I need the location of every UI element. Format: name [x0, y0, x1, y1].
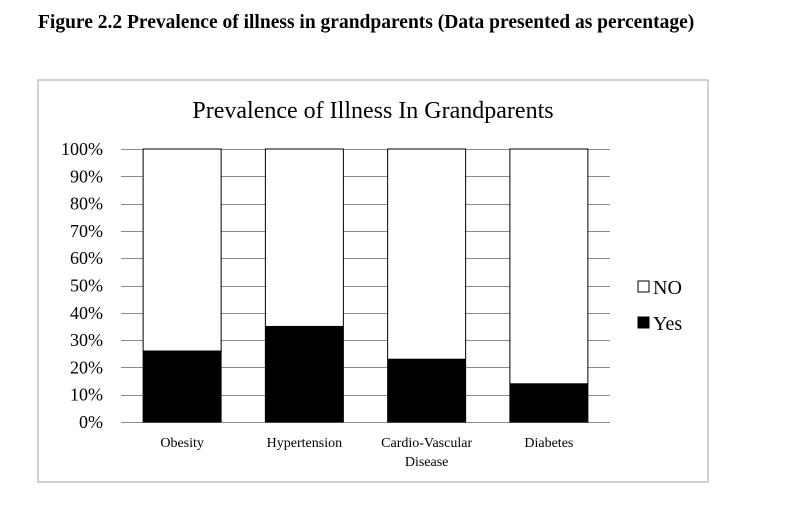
x-category-label: Obesity: [160, 436, 204, 451]
bar-group: [142, 148, 589, 423]
legend-swatch-no: [637, 280, 650, 293]
x-axis-category-labels: Obesity Hypertension Cardio-Vascular Diseas…: [160, 436, 573, 470]
legend-label-no: NO: [653, 277, 682, 299]
y-axis-tick-labels: 0% 10% 20% 30% 40% 50% 60% 70% 80% 90% 100%: [61, 139, 103, 432]
y-tick-label: 20%: [70, 357, 103, 377]
bar-segment-no: [509, 148, 589, 385]
bar-segment-no: [142, 148, 222, 352]
y-tick-label: 40%: [70, 303, 103, 323]
bar-segment-yes: [142, 350, 222, 423]
bar-segment-no: [264, 148, 344, 327]
x-category-label: Cardio-Vascular: [381, 436, 472, 451]
chart-title: Prevalence of Illness In Grandparents: [192, 98, 553, 124]
y-tick-label: 100%: [61, 139, 103, 159]
legend: NO Yes: [637, 277, 682, 335]
y-tick-label: 90%: [70, 166, 103, 186]
y-tick-label: 80%: [70, 194, 103, 214]
y-tick-label: 0%: [79, 412, 103, 432]
legend-swatch-yes: [637, 316, 650, 329]
y-tick-label: 10%: [70, 385, 103, 405]
x-category-label: Diabetes: [524, 436, 573, 451]
bar-segment-no: [387, 148, 467, 360]
y-tick-label: 60%: [70, 248, 103, 268]
x-category-label: Disease: [405, 455, 449, 470]
legend-label-yes: Yes: [653, 313, 682, 335]
bar-segment-yes: [387, 358, 467, 423]
y-tick-label: 50%: [70, 276, 103, 296]
bar-segment-yes: [264, 325, 344, 423]
bar-segment-yes: [509, 383, 589, 423]
y-tick-label: 30%: [70, 330, 103, 350]
figure-caption: Figure 2.2 Prevalence of illness in gran…: [38, 12, 695, 33]
y-tick-label: 70%: [70, 221, 103, 241]
chart-area-border: [37, 79, 709, 483]
x-category-label: Hypertension: [267, 436, 342, 451]
